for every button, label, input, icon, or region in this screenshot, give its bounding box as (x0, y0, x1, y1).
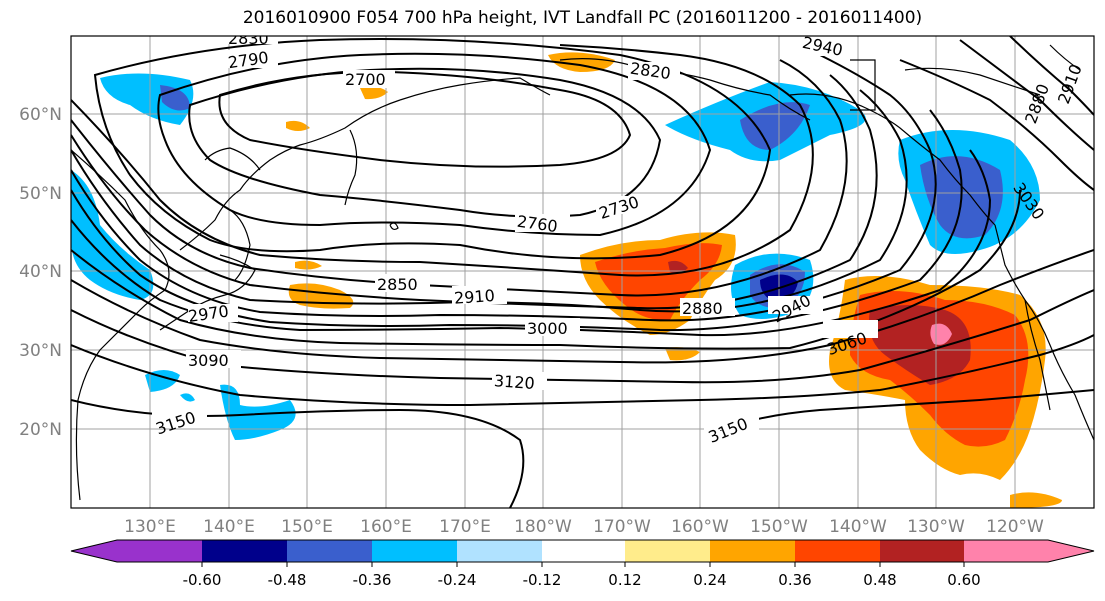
colorbar-seg-6 (542, 540, 625, 562)
graticule (71, 36, 1094, 508)
shade-pos-midpac-big-core (668, 260, 688, 274)
contour-label-2910: 2910 (453, 286, 495, 308)
colorbar-label-6: 0.12 (608, 571, 641, 589)
colorbar-outline (70, 539, 1095, 563)
shade-pos-aleutian-a (548, 52, 615, 72)
shade-pos-midpac-big-r (595, 243, 722, 321)
colorbar-seg-10 (880, 540, 964, 562)
lon-label-140w: 140°W (829, 517, 887, 537)
contour-northeast-1 (899, 59, 1094, 191)
shade-pos-westpac-b (295, 260, 322, 270)
lon-label-160w: 160°W (671, 517, 729, 537)
colorbar-label-10: 0.60 (947, 571, 980, 589)
lat-label-40n: 40°N (19, 262, 62, 282)
contour-label-2830: 2830 (228, 29, 269, 48)
lon-labels: 130°E 140°E 150°E 160°E 170°E 180°W 170°… (124, 517, 1044, 537)
colorbar-min-arrow (71, 540, 117, 562)
lon-label-160e: 160°E (360, 517, 412, 537)
lon-label-140e: 140°E (203, 517, 255, 537)
lat-label-50n: 50°N (19, 184, 62, 204)
contour-2910 (71, 89, 908, 313)
colorbar-seg-1 (117, 540, 202, 562)
contour-label-3090: 3090 (188, 351, 229, 370)
colorbar-label-8: 0.36 (778, 571, 811, 589)
contour-2880 (71, 74, 878, 310)
lon-label-150w: 150°W (750, 517, 808, 537)
colorbar-seg-5 (457, 540, 542, 562)
shade-neg-subtrop-3 (180, 393, 195, 402)
colorbar: -0.60 -0.48 -0.36 -0.24 -0.12 0.12 0.24 … (70, 539, 1095, 589)
contour-3150b (719, 389, 1094, 431)
lat-label-20n: 20°N (19, 420, 62, 440)
colorbar-seg-7 (625, 540, 710, 562)
contour-northeast-2 (959, 39, 1094, 151)
plot-border (70, 35, 1095, 509)
contour-label-3120: 3120 (493, 371, 535, 393)
coastlines (71, 44, 1094, 501)
contour-3120 (71, 334, 1094, 407)
lat-label-30n: 30°N (19, 341, 62, 361)
lon-label-120w: 120°W (986, 517, 1044, 537)
colorbar-label-9: 0.48 (863, 571, 896, 589)
contour-label-2880: 2880 (682, 299, 723, 318)
shade-pos-aleutian-c (286, 120, 310, 131)
colorbar-tick-labels: -0.60 -0.48 -0.36 -0.24 -0.12 0.12 0.24 … (183, 571, 981, 589)
colorbar-label-5: -0.12 (523, 571, 562, 589)
contour-2940 (71, 54, 937, 322)
plot-area: 2830 2790 2700 2820 2940 2730 2760 2850 … (71, 29, 1094, 508)
lon-label-170e: 170°E (439, 517, 491, 537)
lat-labels: 60°N 50°N 40°N 30°N 20°N (19, 105, 62, 440)
colorbar-seg-8 (710, 540, 795, 562)
colorbar-label-4: -0.24 (438, 571, 477, 589)
colorbar-max-arrow (1048, 540, 1094, 562)
lon-label-130e: 130°E (124, 517, 176, 537)
contour-label-2850: 2850 (377, 275, 418, 294)
map-title: 2016010900 F054 700 hPa height, IVT Land… (242, 8, 923, 28)
contour-2760 (157, 52, 712, 237)
lon-label-170w: 170°W (593, 517, 651, 537)
contour-2850 (71, 59, 848, 297)
shade-neg-subtrop-2 (220, 384, 296, 440)
shade-pos-aleutian-b (360, 86, 388, 100)
colorbar-seg-3 (287, 540, 372, 562)
colorbar-seg-11 (964, 540, 1048, 562)
colorbar-label-3: -0.36 (353, 571, 392, 589)
contour-2790 (93, 38, 772, 260)
lon-label-180w: 180°W (514, 517, 572, 537)
colorbar-seg-4 (372, 540, 457, 562)
lon-label-150e: 150°E (281, 517, 333, 537)
lat-label-60n: 60°N (19, 105, 62, 125)
shade-neg-subtrop-1 (145, 370, 180, 392)
colorbar-label-1: -0.60 (183, 571, 222, 589)
colorbar-label-7: 0.24 (693, 571, 726, 589)
contour-3030 (71, 189, 1021, 350)
lon-label-130w: 130°W (907, 517, 965, 537)
colorbar-seg-9 (795, 540, 880, 562)
colorbar-seg-2 (202, 540, 287, 562)
shade-pos-southeast (1010, 492, 1062, 508)
contour-northeast-3 (1009, 36, 1094, 116)
shade-neg-aleutian-west (100, 73, 194, 125)
contour-3060 (71, 249, 1094, 364)
colorbar-label-2: -0.48 (268, 571, 307, 589)
contour-2820 (71, 44, 814, 277)
colorbar-ticks (201, 562, 965, 567)
contour-label-2700: 2700 (345, 70, 386, 89)
contour-label-3000: 3000 (527, 319, 568, 338)
